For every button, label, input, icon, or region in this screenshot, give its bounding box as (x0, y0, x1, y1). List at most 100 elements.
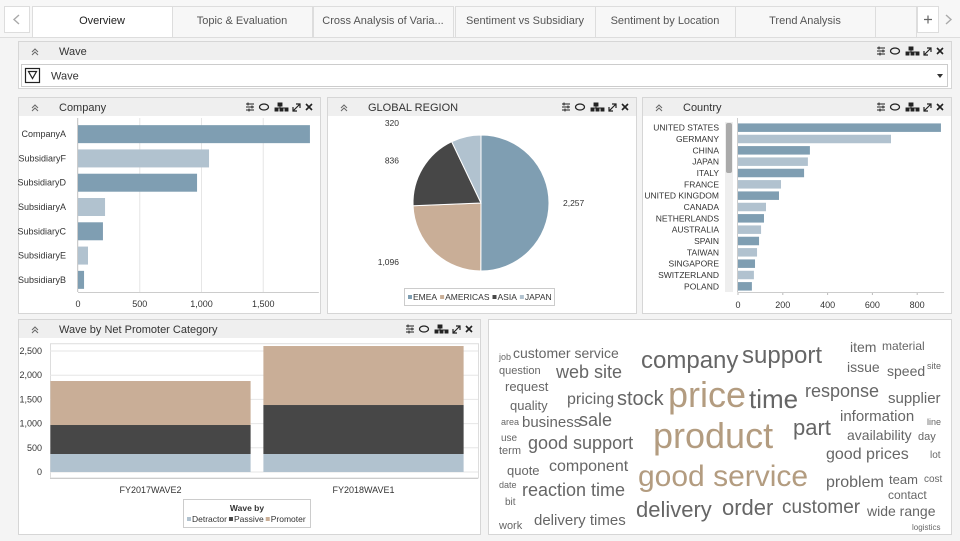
word[interactable]: area (501, 417, 519, 427)
word[interactable]: pricing (567, 391, 614, 408)
tab-scroll-left[interactable] (4, 6, 30, 33)
view-icon[interactable] (889, 103, 901, 111)
tab-label[interactable]: Trend Analysis (769, 15, 841, 27)
tab-label[interactable]: Sentiment vs Subsidiary (466, 15, 584, 27)
word[interactable]: price (668, 374, 746, 415)
word[interactable]: customer service (513, 345, 619, 361)
hierarchy-icon[interactable] (434, 324, 449, 334)
scrollbar-track[interactable] (725, 122, 733, 292)
word[interactable]: term (499, 445, 521, 457)
expand-icon[interactable] (292, 103, 301, 112)
tab[interactable] (32, 6, 173, 38)
collapse-icon[interactable] (655, 104, 663, 112)
tab-label[interactable]: Overview (79, 15, 125, 27)
close-icon[interactable] (621, 103, 629, 111)
tab[interactable] (313, 6, 454, 38)
hierarchy-icon[interactable] (590, 102, 605, 112)
view-icon[interactable] (418, 325, 430, 333)
word[interactable]: supplier (888, 390, 941, 407)
expand-icon[interactable] (923, 47, 932, 56)
settings-icon[interactable] (246, 102, 254, 112)
word[interactable]: good support (528, 433, 633, 453)
word[interactable]: site (927, 361, 941, 371)
settings-icon[interactable] (562, 102, 570, 112)
word[interactable]: good service (638, 460, 808, 493)
word[interactable]: part (793, 415, 831, 440)
word[interactable]: date (499, 480, 517, 490)
x-tick-label: FY2017WAVE2 (119, 485, 181, 495)
close-icon[interactable] (936, 47, 944, 55)
collapse-icon[interactable] (340, 104, 348, 112)
word[interactable]: day (918, 431, 936, 443)
word[interactable]: support (742, 342, 822, 369)
word[interactable]: response (805, 381, 879, 401)
tab[interactable] (595, 6, 736, 38)
hierarchy-icon[interactable] (905, 46, 920, 56)
word[interactable]: company (641, 347, 738, 374)
collapse-icon[interactable] (31, 104, 39, 112)
word[interactable]: bit (505, 497, 516, 508)
word[interactable]: speed (887, 363, 925, 379)
word[interactable]: quote (507, 463, 540, 478)
hierarchy-icon[interactable] (274, 102, 289, 112)
hierarchy-icon[interactable] (905, 102, 920, 112)
word[interactable]: delivery (636, 497, 712, 522)
expand-icon[interactable] (608, 103, 617, 112)
word[interactable]: item (850, 339, 876, 355)
word[interactable]: sale (579, 410, 612, 430)
collapse-icon[interactable] (31, 48, 39, 56)
expand-icon[interactable] (452, 325, 461, 334)
tab[interactable] (172, 6, 313, 38)
word[interactable]: component (549, 458, 629, 475)
word[interactable]: problem (826, 474, 884, 491)
close-icon[interactable] (305, 103, 313, 111)
word[interactable]: request (505, 379, 549, 394)
close-icon[interactable] (936, 103, 944, 111)
settings-icon[interactable] (406, 324, 414, 334)
scrollbar-thumb[interactable] (726, 123, 732, 173)
filter-value[interactable]: Wave (51, 71, 79, 83)
word[interactable]: time (749, 384, 798, 414)
expand-icon[interactable] (923, 103, 932, 112)
word[interactable]: cost (924, 474, 943, 485)
word[interactable]: web site (555, 362, 622, 382)
word[interactable]: issue (847, 359, 880, 375)
word[interactable]: wide range (866, 503, 936, 519)
data-label: 2,257 (563, 198, 585, 208)
word[interactable]: product (653, 415, 773, 456)
filter-dropdown[interactable] (21, 64, 948, 87)
close-icon[interactable] (465, 325, 473, 333)
word[interactable]: work (498, 520, 523, 532)
word[interactable]: order (722, 495, 773, 520)
word[interactable]: job (498, 352, 511, 362)
word[interactable]: quality (510, 398, 548, 413)
collapse-icon[interactable] (31, 326, 39, 334)
word[interactable]: information (840, 408, 914, 425)
tab-label[interactable]: Topic & Evaluation (197, 15, 288, 27)
view-icon[interactable] (574, 103, 586, 111)
settings-icon[interactable] (877, 102, 885, 112)
word[interactable]: question (499, 365, 541, 377)
word[interactable]: delivery times (534, 512, 626, 529)
word[interactable]: line (927, 417, 941, 427)
tab-label[interactable]: Cross Analysis of Varia... (322, 15, 443, 27)
word[interactable]: good prices (826, 446, 909, 463)
y-tick-label: SWITZERLAND (658, 270, 719, 280)
legend-title: Wave by (230, 503, 264, 513)
word[interactable]: lot (930, 450, 941, 461)
word[interactable]: contact (888, 488, 927, 502)
word[interactable]: reaction time (522, 480, 625, 500)
view-icon[interactable] (258, 103, 270, 111)
word[interactable]: stock (617, 388, 665, 410)
word[interactable]: material (882, 339, 925, 353)
settings-icon[interactable] (877, 46, 885, 56)
tab-label[interactable]: Sentiment by Location (611, 15, 720, 27)
word[interactable]: use (501, 433, 518, 444)
panel-title: GLOBAL REGION (368, 102, 458, 114)
word[interactable]: team (889, 472, 918, 487)
word[interactable]: customer (782, 497, 861, 518)
word[interactable]: availability (847, 427, 912, 443)
view-icon[interactable] (889, 47, 901, 55)
word[interactable]: business (522, 414, 581, 431)
word[interactable]: logistics (912, 523, 940, 532)
